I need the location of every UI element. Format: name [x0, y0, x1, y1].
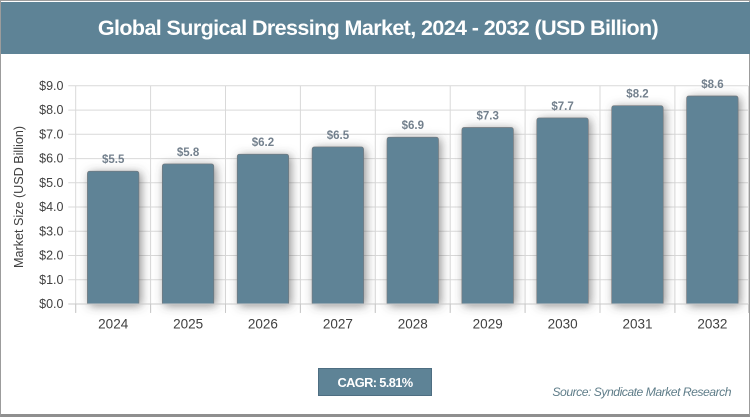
- svg-text:2026: 2026: [248, 317, 278, 332]
- svg-text:$6.5: $6.5: [327, 130, 350, 142]
- svg-text:$4.0: $4.0: [39, 200, 63, 214]
- svg-text:$7.7: $7.7: [551, 101, 573, 113]
- svg-text:$1.0: $1.0: [39, 273, 63, 287]
- svg-text:$6.0: $6.0: [39, 152, 63, 166]
- svg-text:2031: 2031: [622, 317, 652, 332]
- svg-text:$8.0: $8.0: [39, 103, 63, 117]
- svg-text:$9.0: $9.0: [39, 79, 63, 93]
- svg-text:$6.2: $6.2: [252, 137, 274, 149]
- svg-text:$3.0: $3.0: [39, 224, 63, 238]
- svg-text:Market Size (USD Billion): Market Size (USD Billion): [12, 126, 26, 268]
- svg-text:$7.0: $7.0: [39, 127, 63, 141]
- svg-text:$5.8: $5.8: [177, 147, 200, 159]
- svg-text:2032: 2032: [697, 317, 727, 332]
- svg-text:$8.2: $8.2: [626, 89, 648, 101]
- svg-text:2024: 2024: [98, 317, 129, 332]
- svg-text:$5.0: $5.0: [39, 176, 63, 190]
- svg-text:2027: 2027: [323, 317, 353, 332]
- svg-text:$2.0: $2.0: [39, 249, 63, 263]
- svg-text:$5.5: $5.5: [102, 154, 125, 166]
- svg-text:$6.9: $6.9: [402, 120, 424, 132]
- svg-text:2028: 2028: [398, 317, 428, 332]
- svg-text:$7.3: $7.3: [477, 111, 499, 123]
- svg-text:2030: 2030: [548, 317, 578, 332]
- svg-text:$0.0: $0.0: [39, 297, 63, 311]
- svg-text:2025: 2025: [173, 317, 203, 332]
- svg-text:2029: 2029: [473, 317, 503, 332]
- svg-text:$8.6: $8.6: [701, 79, 723, 91]
